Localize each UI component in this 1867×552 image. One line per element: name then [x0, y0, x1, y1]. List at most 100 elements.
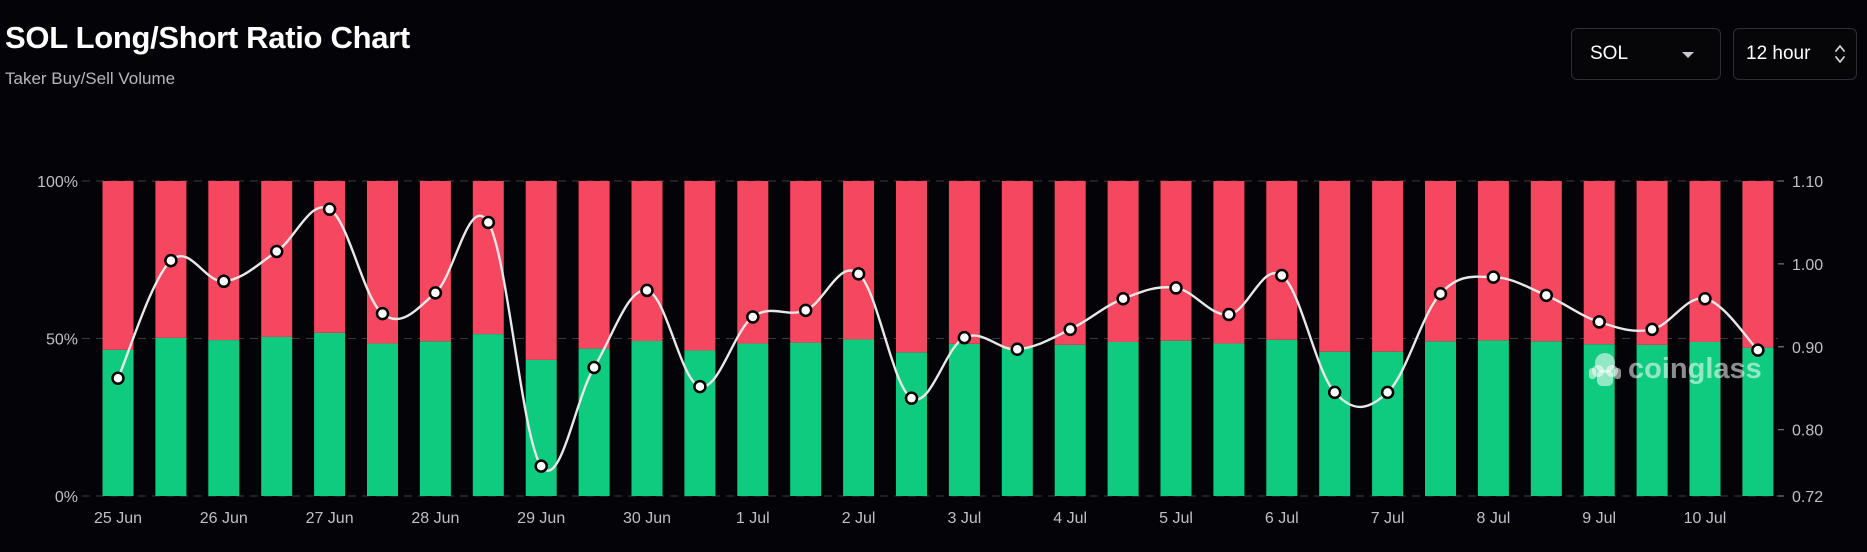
ratio-point — [640, 283, 654, 298]
x-tick-label: 4 Jul — [1053, 510, 1087, 527]
bar-short — [1742, 181, 1774, 348]
ratio-point — [1539, 288, 1554, 303]
ratio-point — [1486, 270, 1501, 284]
bar-long — [948, 343, 980, 496]
axes: 0% 50% 100% 0.72 0.80 0.90 1.00 1.10 25 Jun 26 Ju… — [37, 174, 1823, 527]
bar-long — [1425, 341, 1456, 496]
ratio-point — [1275, 268, 1289, 283]
x-tick-label: 9 Jul — [1582, 510, 1616, 527]
bar-short — [1160, 181, 1192, 341]
y-right-tick-label: 1.10 — [1792, 174, 1823, 191]
coinglass-logo-icon — [1589, 353, 1621, 386]
bar-short — [1372, 181, 1404, 352]
x-tick-label: 3 Jul — [948, 510, 982, 527]
bar-short — [1477, 181, 1509, 341]
bar-short — [1107, 181, 1139, 342]
bar-long — [1636, 344, 1668, 496]
ratio-point — [587, 360, 601, 375]
bar-short — [419, 181, 451, 342]
y-right-tick-label: 1.00 — [1792, 257, 1823, 274]
ratio-point — [164, 253, 178, 268]
x-tick-label: 5 Jul — [1159, 510, 1193, 527]
bar-long — [1372, 351, 1404, 496]
ratio-point — [1751, 343, 1765, 357]
x-tick-label: 8 Jul — [1477, 510, 1511, 527]
bar-long — [367, 343, 398, 496]
bar-short — [1001, 181, 1033, 348]
bar-long — [631, 341, 663, 496]
ratio-point — [534, 459, 548, 473]
y-right-tick-label: 0.90 — [1792, 340, 1823, 357]
y-left-tick-label: 0% — [55, 489, 78, 506]
x-tick-label: 1 Jul — [736, 510, 770, 527]
ratio-point — [904, 391, 919, 405]
ratio-point — [1010, 342, 1025, 357]
bar-short — [1689, 181, 1721, 342]
ratio-point — [957, 330, 972, 345]
bar-long — [472, 334, 504, 496]
symbol-select[interactable]: SOL — [1571, 28, 1721, 80]
ratio-point — [217, 274, 231, 289]
x-tick-label: 25 Jun — [94, 510, 142, 527]
ratio-point — [798, 303, 813, 318]
ratio-point — [375, 306, 390, 321]
ratio-point — [428, 286, 443, 300]
bar-short — [1425, 181, 1456, 342]
x-tick-label: 30 Jun — [623, 510, 671, 527]
page-title: SOL Long/Short Ratio Chart — [5, 20, 410, 55]
bar-short — [948, 181, 980, 344]
ratio-point — [1063, 322, 1077, 337]
ratio-point — [693, 379, 707, 394]
ratio-point — [111, 371, 125, 386]
x-tick-label: 7 Jul — [1371, 510, 1405, 527]
x-tick-label: 6 Jul — [1265, 510, 1299, 527]
bar-short — [525, 181, 557, 360]
watermark: coinglass — [1589, 353, 1762, 386]
caret-down-icon — [1682, 52, 1694, 58]
x-tick-label: 28 Jun — [411, 510, 459, 527]
bar-short — [684, 181, 716, 351]
x-tick-label: 2 Jul — [842, 510, 876, 527]
bar-short — [102, 181, 134, 350]
ratio-point — [1327, 385, 1342, 400]
interval-select[interactable]: 12 hour — [1733, 28, 1857, 80]
bar-long — [525, 359, 557, 496]
ratio-point — [1698, 291, 1712, 306]
interval-select-value: 12 hour — [1746, 43, 1811, 64]
bar-long — [1054, 344, 1086, 496]
ratio-point — [1380, 385, 1395, 400]
symbol-select-value: SOL — [1590, 43, 1629, 64]
ratio-point — [1169, 281, 1183, 295]
bar-long — [1160, 340, 1192, 496]
bar-long — [314, 332, 346, 496]
bar-short — [843, 181, 875, 340]
bar-long — [790, 342, 822, 496]
ratio-point — [1592, 315, 1606, 329]
x-tick-label: 29 Jun — [517, 510, 565, 527]
ratio-point — [851, 267, 866, 281]
bar-short — [1530, 181, 1562, 342]
watermark-text: coinglass — [1628, 353, 1762, 385]
ratio-point — [1116, 291, 1130, 306]
bar-long — [1001, 347, 1033, 496]
y-left-tick-label: 100% — [37, 174, 78, 191]
bar-long — [1266, 339, 1298, 496]
bar-long — [896, 352, 927, 496]
bar-short — [208, 181, 240, 341]
bar-short — [578, 181, 610, 349]
bar-long — [737, 343, 769, 496]
bar-long — [1689, 341, 1721, 496]
y-right-tick-label: 0.72 — [1792, 489, 1823, 506]
ratio-point — [322, 202, 337, 216]
page-subtitle: Taker Buy/Sell Volume — [5, 69, 176, 88]
ratio-point — [1645, 322, 1659, 337]
ratio-point — [1222, 307, 1236, 322]
bar-long — [419, 341, 451, 496]
bar-long — [684, 350, 716, 496]
ratio-point — [269, 244, 284, 259]
ratio-point — [481, 215, 496, 230]
bar-long — [1742, 347, 1774, 496]
bar-short — [1319, 181, 1351, 352]
bar-long — [208, 340, 240, 496]
